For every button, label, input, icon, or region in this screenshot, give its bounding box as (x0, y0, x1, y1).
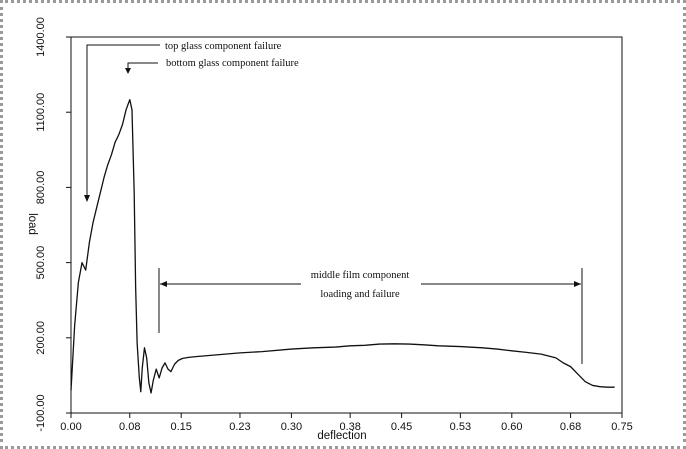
annotation-middle-film-label-line2: loading and failure (320, 289, 400, 300)
x-axis-title: deflection (317, 430, 366, 442)
plot-area (70, 36, 623, 414)
y-axis-ticks: -100.00 200.00 500.00 800.00 1100.00 1400.00 (35, 17, 71, 432)
y-tick-label: 1400.00 (35, 17, 47, 57)
y-tick-label: 1100.00 (35, 93, 47, 132)
annotation-top-glass-arrowhead (84, 195, 90, 202)
x-tick-label: 0.68 (560, 421, 581, 433)
series-line-load (70, 99, 615, 394)
x-tick-label: 0.15 (170, 421, 191, 433)
annotation-bottom-glass-arrowhead (125, 68, 131, 74)
x-tick-label: 0.38 (339, 421, 360, 433)
y-tick-label: 500.00 (35, 246, 47, 280)
x-tick-label: 0.00 (60, 421, 81, 433)
x-tick-label: 0.30 (281, 421, 302, 433)
y-tick-label: 800.00 (35, 171, 47, 205)
annotation-top-glass: top glass component failure (84, 41, 282, 202)
annotation-top-glass-leader (86, 44, 160, 200)
annotation-middle-film-label-line1: middle film component (311, 270, 410, 281)
x-tick-label: 0.60 (501, 421, 522, 433)
y-tick-label: 200.00 (35, 321, 47, 355)
annotation-top-glass-label: top glass component failure (165, 41, 282, 52)
annotation-bottom-glass-leader (127, 62, 158, 72)
annotation-middle-film-arrowhead-left (160, 281, 167, 287)
annotation-middle-film: middle film component loading and failur… (158, 268, 583, 364)
annotation-bottom-glass-label: bottom glass component failure (166, 58, 299, 69)
y-tick-label: -100.00 (35, 394, 47, 431)
x-tick-label: 0.23 (229, 421, 250, 433)
x-tick-label: 0.45 (391, 421, 412, 433)
x-tick-label: 0.75 (611, 421, 632, 433)
x-tick-label: 0.08 (119, 421, 140, 433)
annotation-middle-film-arrowhead-right (574, 281, 581, 287)
x-tick-label: 0.53 (450, 421, 471, 433)
y-axis-title: load (26, 213, 38, 235)
x-axis-ticks: 0.00 0.08 0.15 0.23 0.30 0.38 0.45 0.53 0.60 0.68… (60, 413, 633, 433)
annotation-bottom-glass: bottom glass component failure (125, 58, 299, 74)
